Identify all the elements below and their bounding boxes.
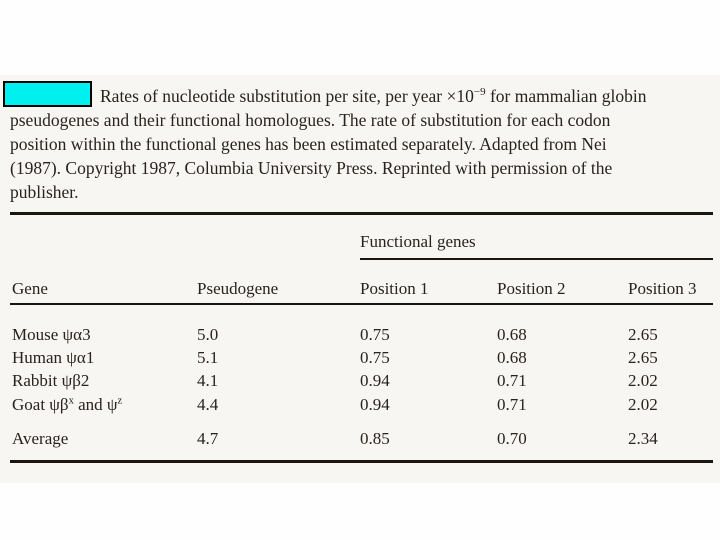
gene-label: Human ψα1 — [12, 348, 95, 367]
gene-cell: Rabbit ψβ2 — [12, 371, 89, 391]
caption-text: for mammalian globin — [485, 86, 647, 106]
table-bottom-rule — [10, 460, 713, 463]
gene-superscript: z — [117, 395, 123, 407]
table-caption: Rates of nucleotide substitution per sit… — [3, 81, 713, 204]
caption-text: Rates of nucleotide substitution per sit… — [100, 86, 474, 106]
position-2-value: 0.71 — [497, 395, 527, 414]
caption-line: (1987). Copyright 1987, Columbia Univers… — [10, 158, 613, 178]
position-3-value: 2.02 — [628, 371, 658, 390]
caption-line: position within the functional genes has… — [10, 134, 607, 154]
gene-cell: Human ψα1 — [12, 348, 94, 368]
column-header-position-1: Position 1 — [360, 279, 429, 298]
column-header-gene: Gene — [12, 279, 48, 298]
gene-cell: Mouse ψα3 — [12, 325, 91, 345]
group-header-underline — [360, 258, 713, 260]
header-rule — [10, 303, 713, 305]
table-row: Rabbit ψβ2 4.1 0.94 0.71 2.02 — [10, 371, 713, 395]
position-1-value: 0.75 — [360, 325, 390, 344]
pseudogene-value: 5.1 — [197, 348, 219, 367]
position-3-value: 2.65 — [628, 325, 658, 344]
gene-cell: Goat ψβx and ψz — [12, 395, 122, 415]
highlight-box — [3, 81, 92, 107]
table-row: Goat ψβx and ψz 4.4 0.94 0.71 2.02 — [10, 395, 713, 419]
gene-label: Mouse ψα3 — [12, 325, 91, 344]
average-row: Average 4.7 0.85 0.70 2.34 — [10, 429, 713, 453]
column-header-position-2: Position 2 — [497, 279, 566, 298]
caption-line: pseudogenes and their functional homolog… — [10, 110, 611, 130]
substitution-rates-table: Functional genes Gene Pseudogene Positio… — [10, 210, 713, 470]
pseudogene-value: 4.4 — [197, 395, 219, 414]
column-header-pseudogene: Pseudogene — [197, 279, 279, 298]
position-1-value: 0.94 — [360, 395, 390, 414]
gene-label: and ψ — [73, 395, 118, 414]
position-1-average: 0.85 — [360, 429, 390, 448]
scanned-book-region: Rates of nucleotide substitution per sit… — [0, 75, 720, 483]
caption-exponent: −9 — [473, 86, 486, 99]
group-header-functional-genes: Functional genes — [360, 232, 476, 251]
table-row: Mouse ψα3 5.0 0.75 0.68 2.65 — [10, 325, 713, 349]
position-2-value: 0.68 — [497, 325, 527, 344]
table-row: Human ψα1 5.1 0.75 0.68 2.65 — [10, 348, 713, 372]
column-header-position-3: Position 3 — [628, 279, 697, 298]
position-3-value: 2.65 — [628, 348, 658, 367]
pseudogene-average: 4.7 — [197, 429, 219, 448]
gene-label: Rabbit ψβ2 — [12, 371, 90, 390]
caption-line: publisher. — [10, 182, 79, 202]
table-top-rule — [10, 212, 713, 215]
gene-label: Goat ψβ — [12, 395, 69, 414]
position-1-value: 0.75 — [360, 348, 390, 367]
position-2-value: 0.71 — [497, 371, 527, 390]
average-label: Average — [12, 429, 69, 448]
position-1-value: 0.94 — [360, 371, 390, 390]
caption-line: Rates of nucleotide substitution per sit… — [3, 81, 713, 108]
pseudogene-value: 5.0 — [197, 325, 219, 344]
gene-superscript: x — [68, 395, 74, 407]
position-2-average: 0.70 — [497, 429, 527, 448]
table-header-row: Gene Pseudogene Position 1 Position 2 Po… — [10, 279, 713, 303]
position-3-average: 2.34 — [628, 429, 658, 448]
position-3-value: 2.02 — [628, 395, 658, 414]
position-2-value: 0.68 — [497, 348, 527, 367]
pseudogene-value: 4.1 — [197, 371, 219, 390]
